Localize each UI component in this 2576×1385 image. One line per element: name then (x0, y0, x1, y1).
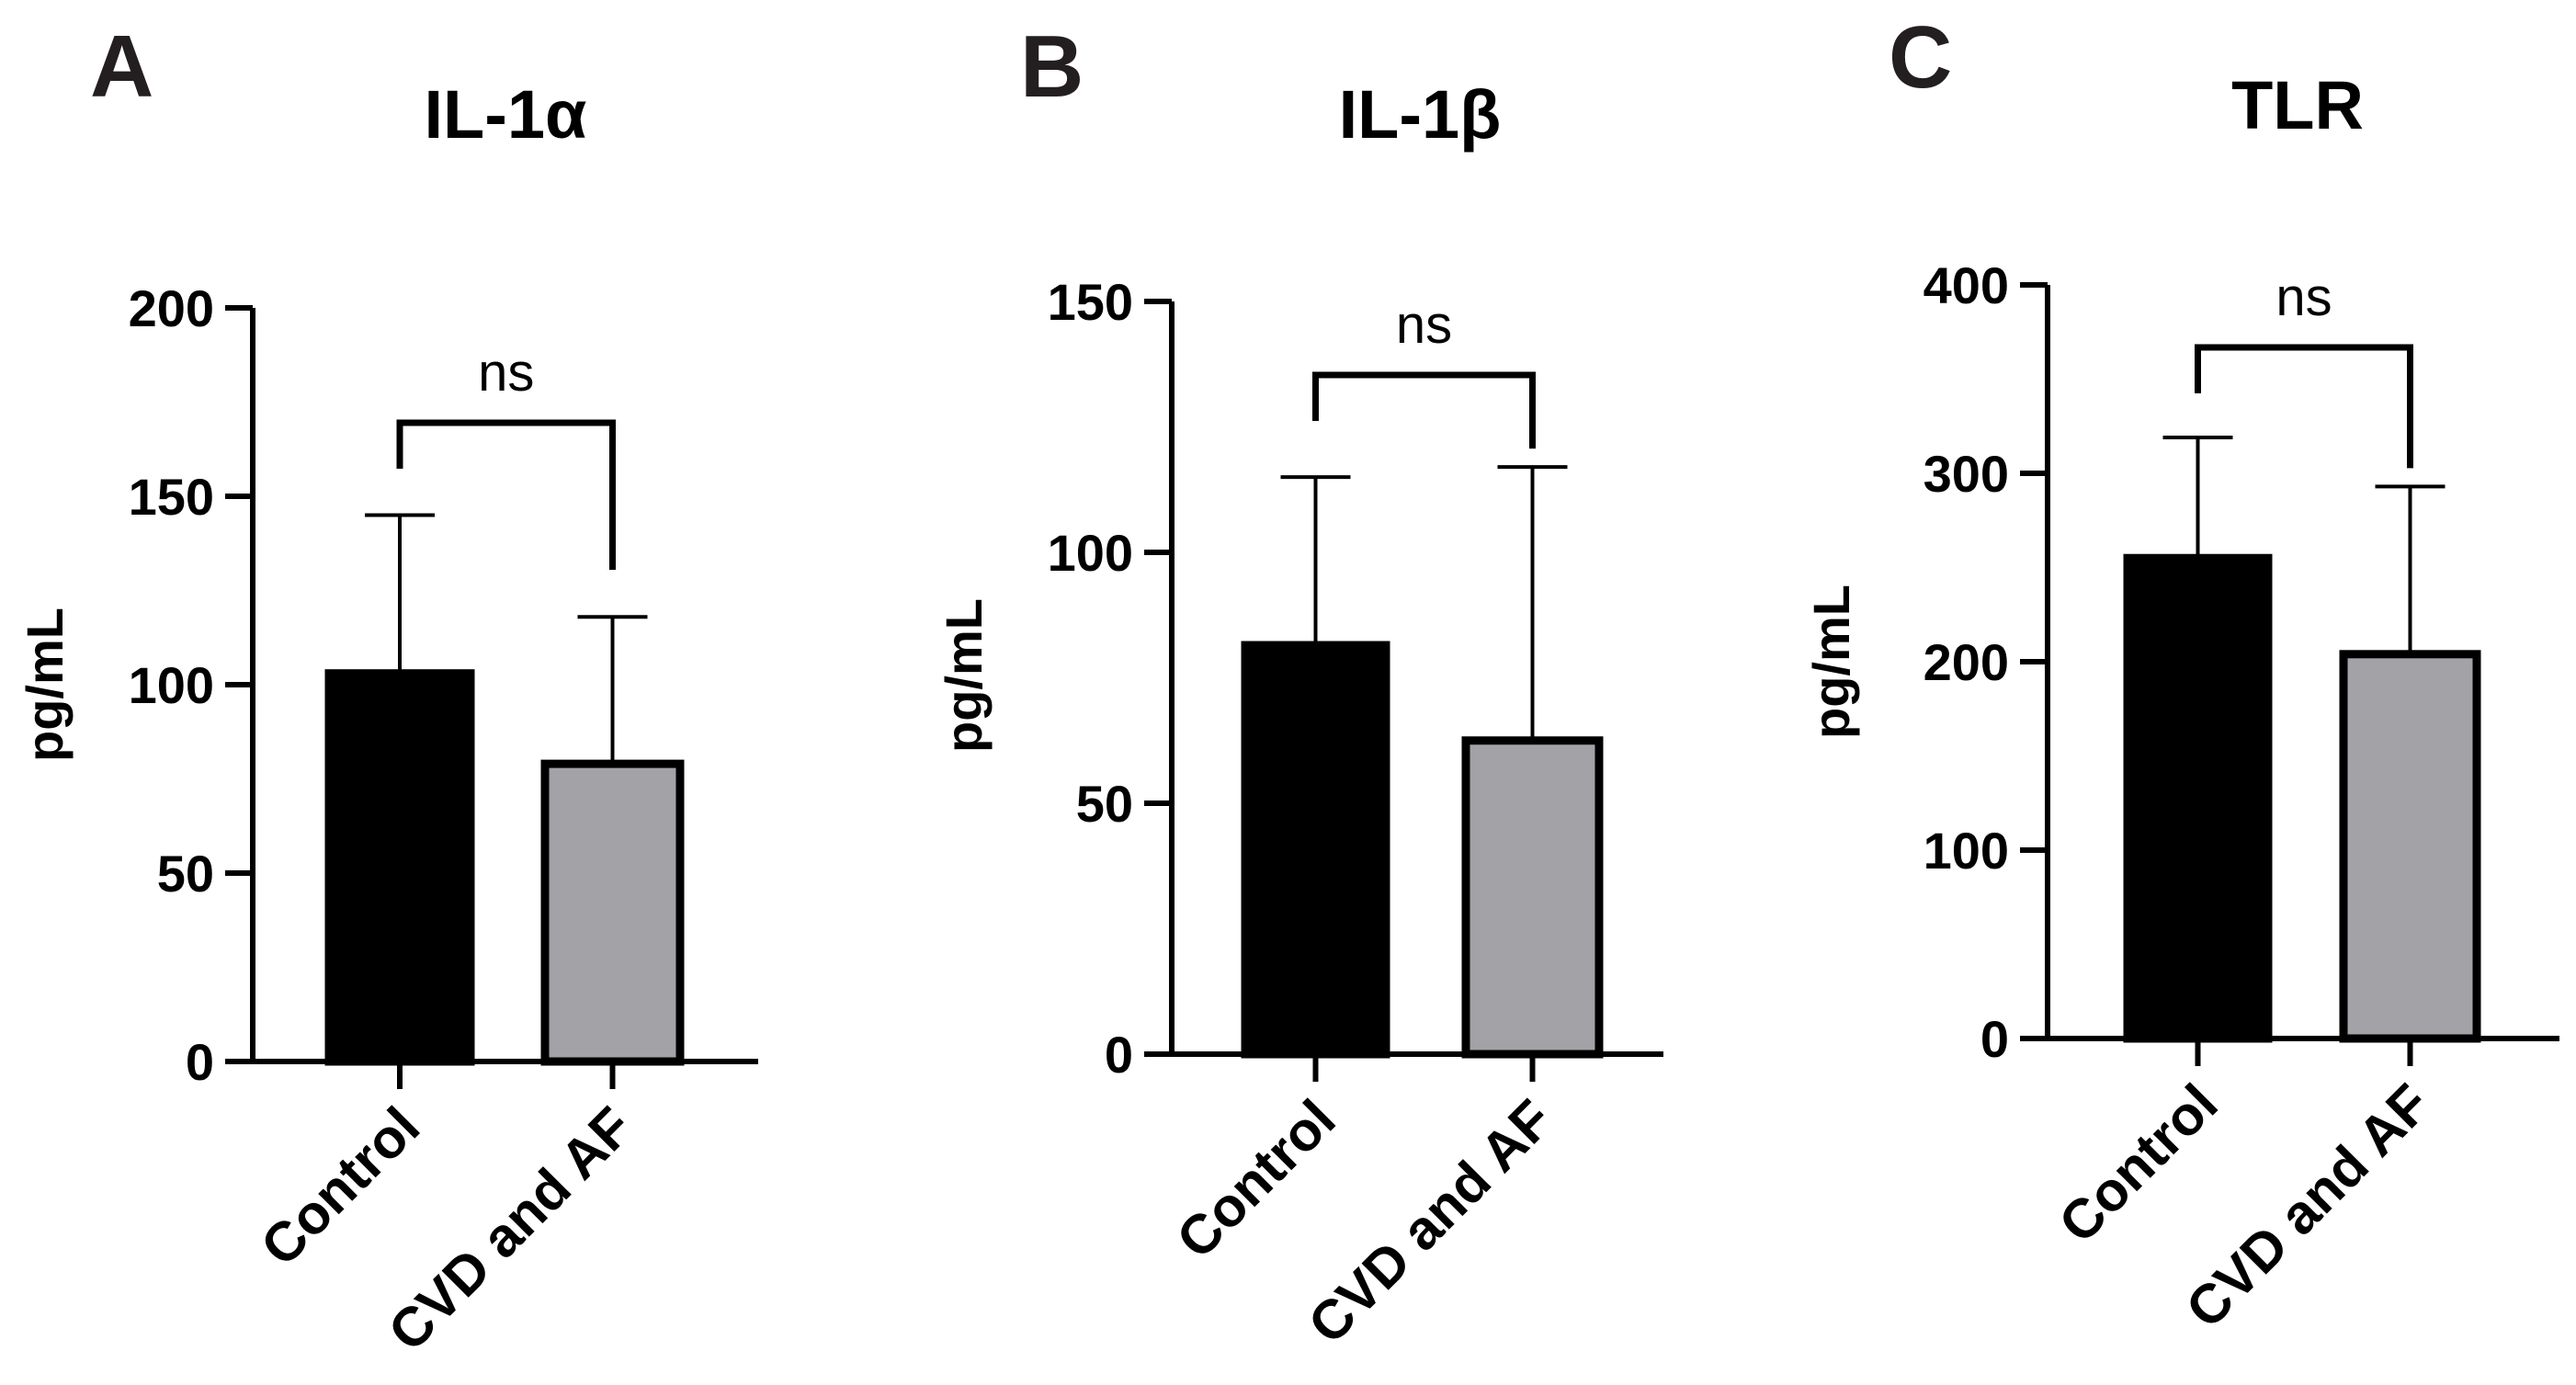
y-tick-label: 150 (129, 468, 214, 526)
bar-cvd-and-af (2339, 650, 2481, 1043)
bar-cvd-and-af (540, 759, 685, 1066)
y-tick-label: 100 (129, 656, 214, 714)
y-tick-label: 0 (1105, 1026, 1133, 1084)
y-axis-label: pg/mL (16, 607, 74, 762)
y-tick-label: 200 (129, 279, 214, 337)
x-category-label: Control (249, 1096, 431, 1277)
significance-bracket (1312, 371, 1536, 449)
chart-title: IL-1β (1339, 76, 1502, 153)
significance-bracket (2195, 344, 2413, 469)
y-axis-label: pg/mL (1802, 585, 1860, 739)
bar-cvd-and-af (1461, 736, 1604, 1059)
y-tick-label: 100 (1923, 822, 2009, 880)
chart-title: TLR (2231, 67, 2364, 143)
y-tick-label: 200 (1923, 633, 2009, 691)
significance-label: ns (478, 343, 534, 403)
x-category-label: Control (1165, 1088, 1347, 1270)
y-tick-label: 300 (1923, 445, 2009, 503)
y-tick-label: 150 (1048, 273, 1133, 331)
bar-control (324, 669, 475, 1066)
bar-control (1241, 641, 1390, 1059)
chart-title: IL-1α (424, 76, 586, 153)
y-tick-label: 0 (1980, 1010, 2009, 1068)
bar-control (2123, 553, 2273, 1043)
panel-letter: B (1020, 17, 1084, 116)
y-tick-label: 50 (157, 845, 214, 903)
x-category-label: Control (2048, 1073, 2230, 1254)
panel-letter: A (90, 17, 153, 116)
y-tick-label: 0 (186, 1033, 214, 1091)
significance-label: ns (2275, 267, 2332, 327)
significance-bracket (396, 419, 616, 570)
y-tick-label: 50 (1076, 775, 1133, 833)
panel-letter: C (1889, 8, 1952, 107)
y-tick-label: 400 (1923, 256, 2009, 314)
significance-label: ns (1396, 295, 1452, 355)
y-tick-label: 100 (1048, 524, 1133, 582)
y-axis-label: pg/mL (935, 598, 993, 753)
